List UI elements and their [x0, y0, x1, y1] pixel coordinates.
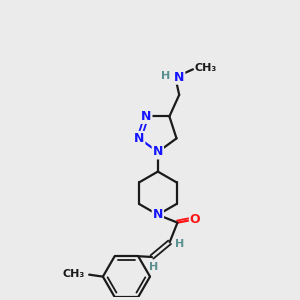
Text: N: N — [134, 132, 144, 145]
Text: H: H — [161, 71, 170, 81]
Text: N: N — [174, 71, 184, 84]
Text: N: N — [153, 146, 163, 158]
Text: H: H — [149, 262, 159, 272]
Text: N: N — [141, 110, 152, 123]
Text: N: N — [153, 208, 163, 221]
Text: CH₃: CH₃ — [63, 269, 85, 279]
Text: CH₃: CH₃ — [195, 63, 217, 74]
Text: H: H — [175, 239, 184, 249]
Text: O: O — [190, 213, 200, 226]
